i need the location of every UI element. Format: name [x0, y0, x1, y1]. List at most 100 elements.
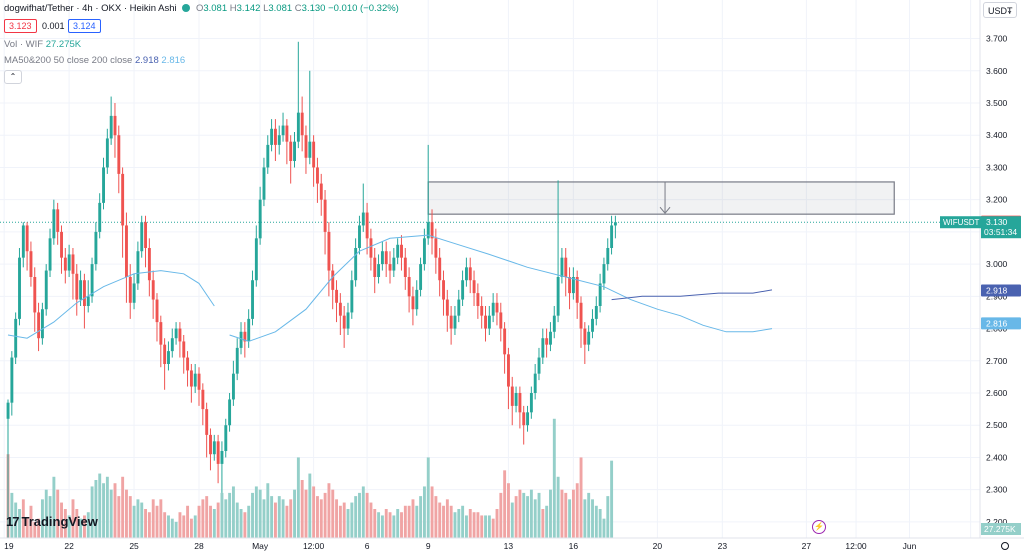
x-tick-label: Jun — [903, 541, 917, 551]
candle-body — [457, 299, 461, 316]
x-tick-label: 19 — [4, 541, 14, 551]
volume-bar — [254, 486, 258, 538]
volume-bar — [575, 483, 579, 538]
volume-bar — [167, 515, 170, 538]
volume-bar — [434, 496, 438, 538]
volume-bar — [442, 505, 445, 538]
bid-price-button[interactable]: 3.123 — [4, 19, 37, 33]
candle-body — [400, 244, 403, 258]
y-tick-label: 3.700 — [986, 34, 1008, 44]
volume-bar — [63, 509, 67, 538]
y-tick-label: 2.600 — [986, 388, 1008, 398]
arrow-head — [659, 206, 671, 214]
candle-body — [151, 280, 155, 300]
candle-body — [304, 135, 308, 158]
candle-body — [44, 270, 48, 310]
volume-bar — [224, 499, 228, 538]
candle-body — [117, 135, 121, 174]
candle-body — [289, 141, 293, 161]
candle-body — [606, 248, 610, 265]
volume-bar — [541, 509, 545, 538]
volume-bar — [373, 509, 377, 538]
candle-body — [507, 354, 510, 387]
volume-bar — [140, 502, 144, 538]
volume-bar — [461, 505, 465, 538]
candle-body — [128, 277, 132, 303]
volume-bar — [281, 499, 285, 538]
candle-body — [480, 306, 484, 316]
volume-bar — [18, 509, 21, 538]
volume-bar — [251, 492, 254, 538]
volume-bar — [537, 492, 541, 538]
volume-bar — [400, 512, 403, 538]
candle-body — [193, 373, 197, 387]
volume-bar — [499, 492, 503, 538]
currency-selector[interactable]: USDT ⌄ — [983, 2, 1017, 18]
volume-bar — [327, 483, 331, 538]
candle-body — [571, 277, 575, 294]
volume-bar — [159, 499, 163, 538]
volume-bar — [426, 457, 430, 538]
open-label: O — [195, 3, 204, 14]
y-tick-label: 3.300 — [986, 162, 1008, 172]
candle-body — [235, 347, 239, 374]
ask-price-button[interactable]: 3.124 — [68, 19, 101, 33]
candle-body — [105, 138, 109, 168]
candle-body — [52, 209, 56, 239]
volume-bar — [606, 496, 610, 538]
volume-bar — [319, 499, 323, 538]
candle-body — [556, 277, 560, 316]
volume-bar — [491, 518, 495, 538]
candle-body — [63, 257, 67, 271]
candle-body — [79, 280, 83, 300]
lightning-icon[interactable]: ⚡ — [812, 520, 826, 534]
candle-body — [125, 225, 128, 277]
x-tick-label: 12:00 — [845, 541, 867, 551]
candle-body — [186, 357, 190, 371]
candle-body — [476, 293, 480, 306]
candle-body — [583, 328, 587, 345]
candle-body — [312, 141, 316, 168]
volume-bar — [75, 509, 79, 538]
candle-body — [281, 125, 285, 136]
candle-body — [449, 315, 453, 329]
volume-bar — [178, 512, 182, 538]
candle-body — [155, 299, 159, 323]
candle-body — [510, 386, 514, 406]
ma-legend[interactable]: MA50&200 50 close 200 close 2.918 2.816 — [4, 54, 185, 67]
candle-body — [537, 357, 541, 374]
volume-bar — [545, 505, 549, 538]
candle-body — [430, 222, 434, 239]
volume-legend[interactable]: Vol · WIF 27.275K — [4, 38, 81, 51]
volume-bar — [220, 492, 224, 538]
volume-bar — [228, 492, 232, 538]
volume-bar — [21, 499, 25, 538]
volume-bar — [304, 489, 308, 538]
volume-bar — [338, 505, 342, 538]
candle-body — [113, 115, 117, 136]
tradingview-logo[interactable]: 17 TradingView — [6, 514, 98, 529]
volume-bar — [422, 486, 426, 538]
volume-bar — [342, 502, 346, 538]
collapse-legend-button[interactable]: ⌃ — [4, 70, 22, 84]
volume-bar — [231, 486, 235, 538]
volume-bar — [610, 460, 614, 538]
volume-bar — [44, 489, 48, 538]
symbol-title[interactable]: dogwifhat/Tether · 4h · OKX · Heikin Ash… — [4, 3, 177, 14]
volume-bar — [323, 492, 327, 538]
volume-bar — [522, 492, 526, 538]
volume-bar — [579, 457, 583, 538]
volume-bar — [453, 512, 457, 538]
y-tick-label: 3.600 — [986, 66, 1008, 76]
candle-body — [205, 409, 209, 435]
volume-bar — [438, 502, 442, 538]
candle-body — [613, 222, 617, 226]
volume-bar — [193, 515, 197, 538]
candle-body — [48, 238, 52, 271]
candle-body — [10, 357, 14, 403]
candle-body — [579, 302, 583, 329]
candle-body — [56, 209, 60, 232]
y-tick-label: 2.300 — [986, 485, 1008, 495]
